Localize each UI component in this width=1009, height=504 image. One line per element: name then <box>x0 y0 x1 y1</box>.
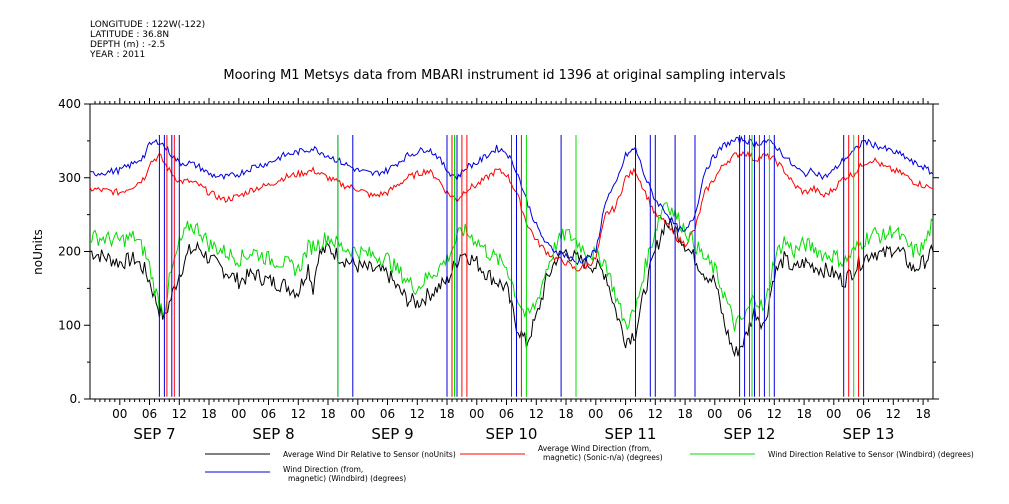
hour-label-102: 06 <box>618 407 633 421</box>
legend-label-1: Average Wind Dir Relative to Sensor (noU… <box>283 450 456 459</box>
hour-label-48: 00 <box>350 407 365 421</box>
y-tick-label-200: 200 <box>58 245 81 259</box>
day-label-8: SEP 8 <box>252 425 294 443</box>
day-label-7: SEP 7 <box>133 425 175 443</box>
hour-label-84: 12 <box>529 407 544 421</box>
mooring-metadata: LONGITUDE : 122W(-122) LATITUDE : 36.8N … <box>90 20 205 60</box>
longitude-label: LONGITUDE : 122W(-122) <box>90 20 206 30</box>
hour-label-6: 06 <box>142 407 157 421</box>
series-layer <box>89 135 934 397</box>
hour-label-78: 06 <box>499 407 514 421</box>
hour-label-12: 12 <box>172 407 187 421</box>
y-tick-label-100: 100 <box>58 318 81 332</box>
day-label-12: SEP 12 <box>724 425 776 443</box>
hour-label-54: 06 <box>380 407 395 421</box>
hour-label-36: 12 <box>291 407 306 421</box>
day-label-11: SEP 11 <box>605 425 657 443</box>
hour-label-162: 18 <box>915 407 930 421</box>
hour-label-30: 06 <box>261 407 276 421</box>
hour-label-24: 00 <box>231 407 246 421</box>
hour-label-60: 12 <box>410 407 425 421</box>
hour-label-18: 18 <box>201 407 216 421</box>
hour-label-90: 18 <box>558 407 573 421</box>
y-tick-label-400: 400 <box>58 97 81 111</box>
day-label-13: SEP 13 <box>843 425 895 443</box>
legend-label-3: Wind Direction Relative to Sensor (Windb… <box>768 450 974 459</box>
hour-label-144: 00 <box>826 407 841 421</box>
hour-label-120: 00 <box>707 407 722 421</box>
hour-label-72: 00 <box>469 407 484 421</box>
legend: Average Wind Dir Relative to Sensor (noU… <box>205 444 974 483</box>
hour-label-66: 18 <box>439 407 454 421</box>
axis-layer: 0. 100 200 300 400 00 06 12 18 00 06 12 18 00 06 12 18 00… <box>58 97 939 443</box>
hour-label-114: 18 <box>677 407 692 421</box>
y-axis-label: noUnits <box>31 229 45 275</box>
legend-label-2: Average Wind Direction (from, magnetic) (… <box>538 444 663 462</box>
hour-label-96: 00 <box>588 407 603 421</box>
legend-label-4: Wind Direction (from, magnetic) (Windbird… <box>283 465 406 483</box>
latitude-label: LATITUDE : 36.8N <box>90 30 170 40</box>
hour-label-126: 06 <box>737 407 752 421</box>
y-tick-label-300: 300 <box>58 171 81 185</box>
hour-label-42: 18 <box>320 407 335 421</box>
hour-label-108: 12 <box>648 407 663 421</box>
depth-label: DEPTH (m) : -2.5 <box>90 40 166 50</box>
day-label-10: SEP 10 <box>486 425 538 443</box>
hour-label-150: 06 <box>856 407 871 421</box>
y-tick-label-0: 0. <box>70 392 81 406</box>
chart-title: Mooring M1 Metsys data from MBARI instru… <box>223 68 786 83</box>
hour-label-0: 00 <box>112 407 127 421</box>
hour-label-132: 12 <box>767 407 782 421</box>
hour-label-138: 18 <box>796 407 811 421</box>
day-label-9: SEP 9 <box>371 425 413 443</box>
year-label: YEAR : 2011 <box>90 50 146 60</box>
hour-label-156: 12 <box>886 407 901 421</box>
